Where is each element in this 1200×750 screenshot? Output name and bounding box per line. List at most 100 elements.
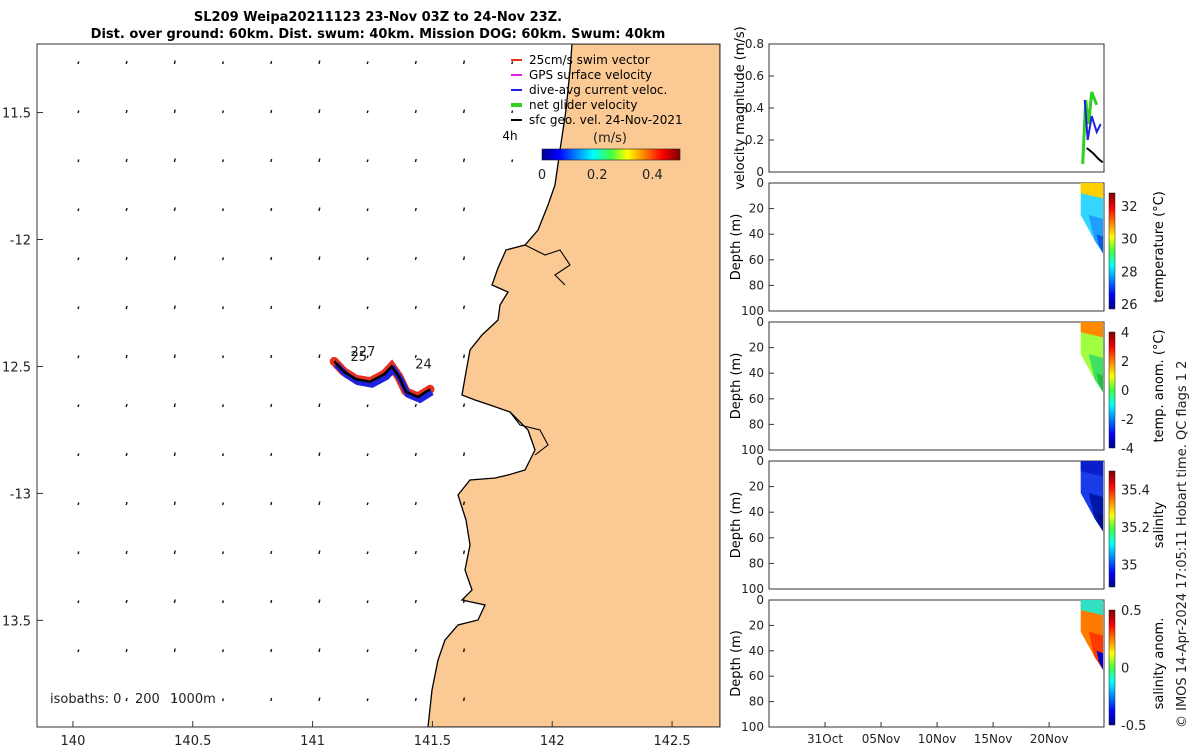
velocity-y-tick-label: 0: [756, 165, 764, 179]
current-vector: [77, 61, 80, 65]
current-vector: [462, 354, 466, 359]
current-vector: [173, 305, 176, 310]
current-vector: [221, 551, 225, 555]
salinity_anomaly-y-tick-label: 20: [749, 618, 764, 632]
current-vector: [462, 599, 466, 604]
current-vector: [77, 404, 80, 408]
temperature-y-tick-label: 40: [749, 227, 764, 241]
current-vector: [221, 257, 225, 261]
temp_anomaly-colorbar-label: temp. anom. (°C): [1152, 329, 1167, 442]
temp_anomaly-y-tick-label: 40: [749, 366, 764, 380]
time-x-tick-label: 20Nov: [1030, 732, 1069, 746]
current-vector: [125, 550, 128, 555]
temperature-y-axis-label: Depth (m): [729, 214, 744, 281]
current-vector: [414, 207, 417, 212]
current-vector: [125, 158, 128, 163]
temp_anomaly-axes: [768, 321, 1105, 451]
current-vector: [173, 403, 176, 408]
current-vector: [173, 158, 176, 163]
temp_anomaly-panel: 0 20 40 60 80 100 Depth (m) -4 -2 0 2 4 temp. anom. …: [729, 315, 1167, 457]
salinity_anomaly-colorbar-label: salinity anom.: [1152, 618, 1167, 710]
current-vector: [77, 208, 80, 212]
temp_anomaly-colorbar-tick-label: -2: [1121, 413, 1134, 428]
current-vector: [270, 354, 273, 359]
current-vector: [366, 649, 369, 653]
current-vector: [77, 355, 80, 359]
current-vector: [221, 208, 225, 212]
salinity-colorbar-label: salinity: [1152, 501, 1167, 548]
track-label: 227: [351, 345, 376, 360]
salinity-axes: [768, 460, 1105, 590]
salinity_anomaly-panel: 0 20 40 60 80 100 Depth (m) -0.5 0 0.5 salinity an…: [729, 593, 1167, 734]
current-vector: [462, 501, 466, 506]
map-x-tick-label: 141.5: [414, 734, 451, 749]
map-colorbar-tick-label: 0.2: [587, 168, 608, 183]
current-vector: [77, 453, 80, 457]
salinity-deep-layer: [1096, 512, 1103, 532]
map-y-tick-label: -13: [10, 487, 31, 502]
current-vector: [77, 502, 80, 506]
current-vector: [366, 110, 369, 114]
salinity-y-axis-label: Depth (m): [729, 492, 744, 559]
net-velocity-series: [1081, 91, 1099, 165]
current-vector: [221, 306, 225, 310]
salinity_anomaly-colorbar-tick-label: 0.5: [1121, 604, 1142, 619]
time-x-tick-label: 05Nov: [862, 732, 901, 746]
current-vector: [462, 60, 466, 65]
current-vector: [173, 550, 176, 555]
current-vector: [366, 404, 369, 408]
salinity_anomaly-colorbar-tick-label: 0: [1121, 662, 1129, 677]
time-x-tick-label: 10Nov: [918, 732, 957, 746]
geostrophic-velocity-series: [1086, 147, 1104, 164]
salinity-colorbar-tick-label: 35.2: [1121, 521, 1150, 536]
current-vector: [125, 599, 128, 604]
current-vector: [125, 452, 128, 457]
temperature-colorbar-label: temperature (°C): [1152, 191, 1167, 303]
current-vector: [462, 648, 466, 653]
temperature-colorbar-tick-label: 28: [1121, 265, 1138, 280]
current-vector: [270, 697, 273, 702]
figure-title-line1: SL209 Weipa20211123 23-Nov 03Z to 24-Nov…: [194, 10, 562, 25]
current-vector: [77, 110, 80, 114]
map-x-tick-label: 142: [540, 734, 565, 749]
current-vector: [270, 403, 273, 408]
current-vector: [318, 109, 321, 114]
current-vector: [270, 599, 273, 604]
current-vector: [414, 354, 417, 359]
temp_anomaly-deep-layer: [1096, 373, 1103, 393]
current-vector: [414, 256, 417, 261]
current-vector: [125, 305, 128, 310]
map-x-tick-label: 140.5: [174, 734, 211, 749]
salinity_anomaly-colorbar-tick-label: -0.5: [1121, 719, 1146, 734]
salinity_anomaly-y-tick-label: 100: [741, 720, 764, 734]
current-vector: [221, 110, 225, 114]
temp_anomaly-y-tick-label: 0: [756, 315, 764, 329]
current-vector: [270, 207, 273, 212]
current-vector: [462, 305, 466, 310]
temp_anomaly-colorbar-tick-label: 0: [1121, 384, 1129, 399]
current-vector: [270, 550, 273, 555]
current-vector: [270, 305, 273, 310]
salinity-y-tick-label: 80: [749, 556, 764, 570]
temperature-colorbar-tick-label: 30: [1121, 233, 1138, 248]
current-vector: [318, 501, 321, 506]
current-vector: [318, 305, 321, 310]
current-vector: [270, 109, 273, 114]
map-y-tick-label: 11.5: [2, 107, 31, 122]
temp_anomaly-y-tick-label: 60: [749, 392, 764, 406]
salinity-y-tick-label: 20: [749, 480, 764, 494]
velocity-y-tick-label: 0.2: [745, 133, 764, 147]
temp_anomaly-surface-layer: [1080, 322, 1103, 338]
current-vector: [366, 306, 369, 310]
map-colorbar-ticks: 0 0.2 0.4: [538, 168, 663, 183]
current-vector: [173, 207, 176, 212]
current-vector: [173, 60, 176, 65]
current-vector: [221, 600, 225, 604]
coastline-inlet-1: [524, 244, 571, 286]
current-vector: [462, 158, 466, 163]
temp_anomaly-colorbar-tick-label: -4: [1121, 442, 1134, 457]
current-vector: [318, 354, 321, 359]
current-vector: [318, 60, 321, 65]
current-vector: [173, 599, 176, 604]
